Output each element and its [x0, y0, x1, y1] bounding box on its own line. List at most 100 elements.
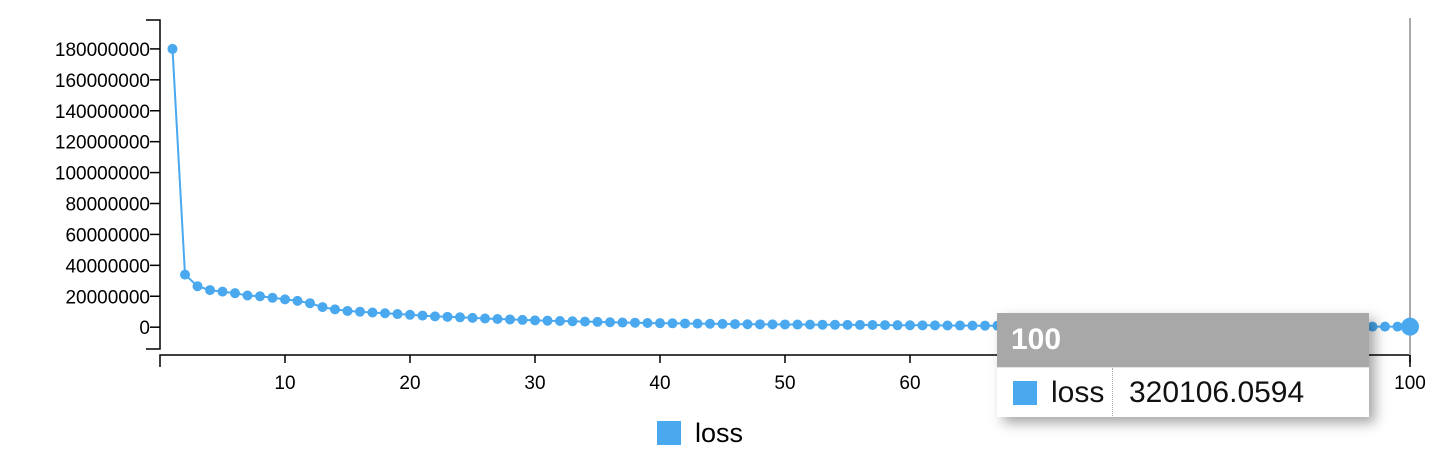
tooltip-swatch	[1013, 381, 1037, 405]
x-tick-label: 40	[649, 373, 670, 394]
loss-point[interactable]	[392, 309, 403, 320]
x-tick-label: 50	[774, 373, 795, 394]
loss-point[interactable]	[1392, 321, 1403, 332]
loss-point[interactable]	[680, 318, 690, 329]
y-axis-line	[146, 19, 161, 350]
loss-point[interactable]	[455, 312, 465, 323]
loss-point[interactable]	[267, 292, 278, 303]
loss-point[interactable]	[930, 320, 940, 331]
loss-point[interactable]	[355, 306, 365, 317]
loss-point[interactable]	[467, 312, 478, 323]
loss-point[interactable]	[542, 315, 553, 326]
loss-point[interactable]	[405, 309, 415, 320]
loss-point[interactable]	[192, 281, 203, 292]
loss-point[interactable]	[980, 320, 990, 331]
y-tick-label: 40000000	[65, 256, 150, 277]
x-tick-label: 60	[899, 373, 920, 394]
tooltip-series-label: loss	[1051, 376, 1105, 409]
loss-point[interactable]	[592, 316, 603, 327]
loss-point[interactable]	[1367, 321, 1378, 332]
loss-point[interactable]	[892, 320, 903, 331]
y-tick-label: 100000000	[55, 164, 150, 185]
y-tick-label: 60000000	[65, 225, 150, 246]
loss-point[interactable]	[430, 311, 440, 322]
loss-series-line	[171, 48, 1411, 328]
x-tick-label: 20	[399, 373, 420, 394]
loss-point[interactable]	[842, 319, 853, 330]
loss-point[interactable]	[342, 305, 353, 316]
loss-point[interactable]	[605, 317, 615, 328]
loss-point[interactable]	[217, 286, 228, 297]
loss-point[interactable]	[505, 314, 515, 325]
loss-point[interactable]	[367, 307, 378, 318]
loss-point[interactable]	[967, 320, 978, 331]
loss-point[interactable]	[330, 304, 340, 315]
loss-point[interactable]	[780, 319, 790, 330]
loss-point[interactable]	[617, 317, 628, 328]
loss-point[interactable]	[242, 290, 253, 301]
y-tick-label: 180000000	[55, 40, 150, 61]
loss-point[interactable]	[667, 318, 678, 329]
loss-point[interactable]	[1380, 321, 1390, 332]
loss-point[interactable]	[280, 294, 290, 305]
tooltip-title: 100	[997, 313, 1369, 367]
x-tick-label: 10	[274, 373, 295, 394]
loss-point[interactable]	[317, 302, 328, 313]
y-tick-label: 0	[139, 318, 150, 339]
loss-point[interactable]	[305, 298, 315, 309]
loss-point[interactable]	[692, 318, 703, 329]
loss-point[interactable]	[167, 43, 178, 54]
loss-point[interactable]	[517, 314, 528, 325]
loss-point[interactable]	[567, 316, 578, 327]
loss-point[interactable]	[630, 317, 640, 328]
loss-point[interactable]	[880, 320, 890, 331]
loss-point[interactable]	[742, 319, 753, 330]
loss-point[interactable]	[1401, 317, 1419, 336]
loss-point[interactable]	[492, 313, 503, 324]
loss-point[interactable]	[655, 318, 665, 329]
loss-point[interactable]	[905, 320, 915, 331]
loss-point[interactable]	[755, 319, 765, 330]
y-tick-label: 20000000	[65, 287, 150, 308]
loss-point[interactable]	[530, 315, 540, 326]
loss-point[interactable]	[292, 295, 303, 306]
loss-point[interactable]	[717, 318, 728, 329]
loss-point[interactable]	[767, 319, 778, 330]
y-axis: 0 20000000 40000000 60000000 80000000 1000000…	[55, 19, 161, 350]
tooltip-value: 320106.0594	[1129, 376, 1305, 409]
loss-point[interactable]	[830, 319, 840, 330]
y-tick-label: 120000000	[55, 133, 150, 154]
loss-point[interactable]	[955, 320, 965, 331]
loss-point[interactable]	[442, 311, 453, 322]
loss-series-points	[167, 43, 1419, 336]
y-tick-label: 140000000	[55, 102, 150, 123]
legend-label-loss: loss	[695, 417, 744, 448]
loss-point[interactable]	[867, 320, 878, 331]
tooltip: 100 loss 320106.0594	[997, 313, 1369, 418]
x-tick-label: 100	[1394, 373, 1426, 394]
tooltip-row: loss 320106.0594	[997, 367, 1369, 418]
loss-point[interactable]	[805, 319, 815, 330]
y-tick-label: 80000000	[65, 195, 150, 216]
loss-point[interactable]	[180, 269, 190, 280]
loss-point[interactable]	[730, 319, 740, 330]
y-tick-label: 160000000	[55, 71, 150, 92]
loss-point[interactable]	[480, 313, 490, 324]
loss-point[interactable]	[705, 318, 715, 329]
loss-point[interactable]	[580, 316, 590, 327]
loss-point[interactable]	[817, 319, 828, 330]
loss-point[interactable]	[555, 315, 565, 326]
loss-point[interactable]	[417, 310, 428, 321]
loss-point[interactable]	[792, 319, 803, 330]
loss-point[interactable]	[205, 285, 215, 296]
loss-point[interactable]	[255, 291, 265, 302]
loss-point[interactable]	[642, 318, 653, 329]
loss-point[interactable]	[855, 319, 865, 330]
legend[interactable]: loss	[657, 418, 743, 448]
loss-point[interactable]	[380, 308, 390, 319]
loss-point[interactable]	[917, 320, 928, 331]
legend-swatch-loss	[657, 421, 681, 445]
tooltip-series-name: loss	[997, 368, 1113, 418]
loss-point[interactable]	[230, 288, 240, 299]
loss-point[interactable]	[942, 320, 953, 331]
